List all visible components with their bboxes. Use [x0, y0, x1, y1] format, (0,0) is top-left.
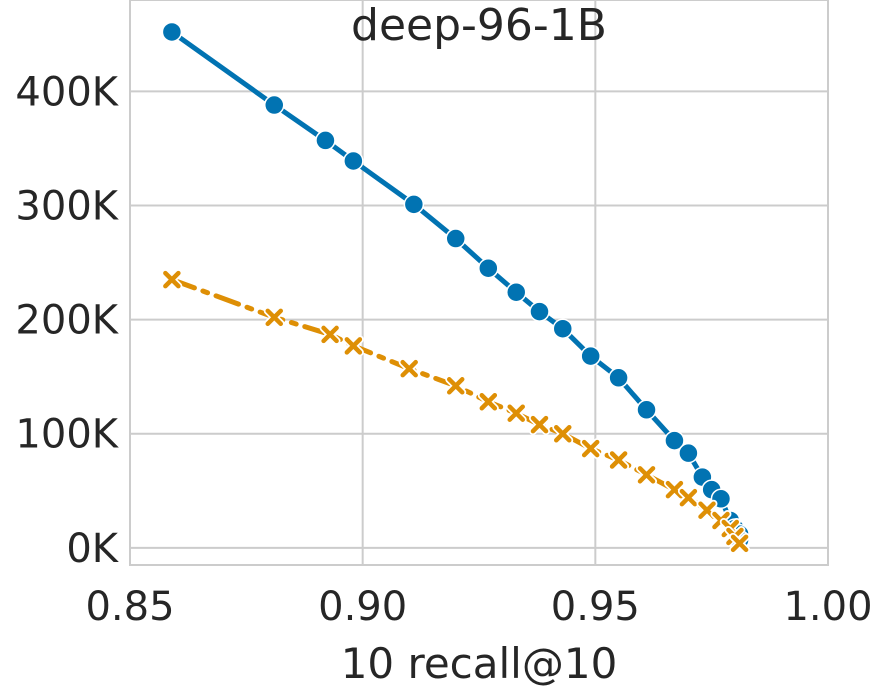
y-tick-label: 0K	[66, 526, 119, 572]
x-axis-title: 10 recall@10	[341, 639, 618, 688]
data-point	[663, 479, 685, 501]
data-point	[608, 449, 630, 471]
chart-title: deep-96-1B	[351, 0, 607, 51]
data-point	[636, 464, 658, 486]
data-point	[729, 532, 751, 554]
data-point	[342, 335, 364, 357]
data-point	[161, 21, 183, 43]
data-point	[478, 257, 499, 279]
data-point	[608, 367, 629, 389]
y-tick-label: 200K	[15, 298, 119, 344]
data-point	[477, 391, 499, 413]
x-tick-label: 1.00	[783, 584, 872, 630]
data-point	[552, 318, 574, 339]
x-tick-label: 0.95	[551, 584, 640, 630]
data-point	[264, 94, 285, 116]
series-1	[161, 21, 750, 551]
data-point	[677, 487, 699, 509]
data-point	[398, 358, 420, 380]
data-point	[505, 281, 527, 303]
x-tick-label: 0.90	[318, 584, 407, 630]
data-point	[319, 323, 341, 345]
data-point	[343, 150, 364, 172]
y-tick-labels: 0K 100K 200K 300K 400K	[15, 69, 119, 572]
data-point	[580, 438, 602, 460]
series-2	[161, 269, 751, 554]
data-point	[263, 306, 285, 328]
data-point	[445, 375, 467, 397]
series-line	[169, 29, 743, 543]
data-point	[161, 269, 183, 291]
data-point	[678, 442, 699, 464]
plot-frame	[129, 0, 829, 566]
x-tick-labels: 0.85 0.90 0.95 1.00	[85, 584, 872, 630]
y-tick-label: 300K	[15, 183, 119, 229]
grid-lines	[129, 0, 829, 565]
data-point	[552, 423, 574, 445]
x-tick-label: 0.85	[85, 584, 174, 630]
data-point	[505, 402, 527, 424]
y-tick-label: 400K	[15, 69, 119, 115]
data-point	[528, 414, 550, 436]
data-point	[580, 345, 601, 367]
series-layer	[161, 21, 751, 554]
y-tick-label: 100K	[15, 412, 119, 458]
data-point	[315, 130, 336, 151]
data-point	[664, 430, 685, 451]
data-point	[445, 228, 466, 249]
data-point	[636, 399, 657, 421]
data-point	[529, 301, 550, 322]
data-point	[403, 194, 425, 215]
